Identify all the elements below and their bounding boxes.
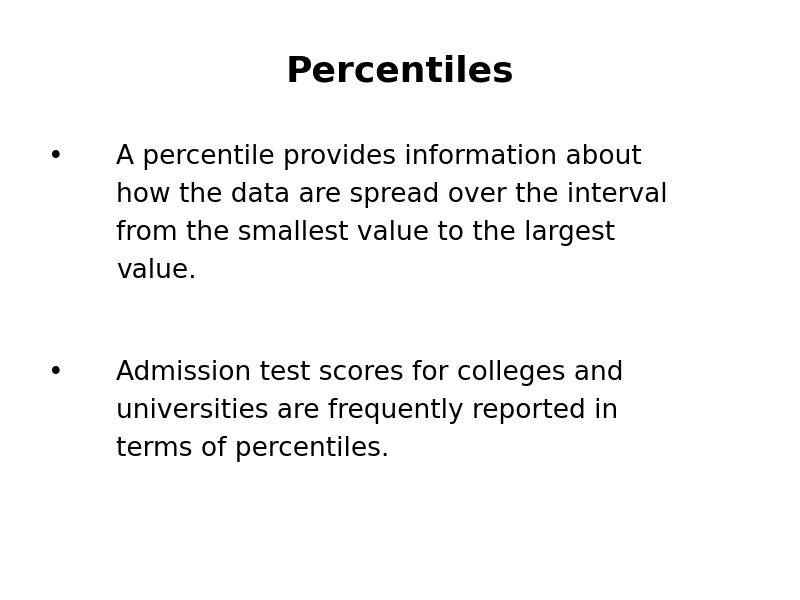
Text: Admission test scores for colleges and
universities are frequently reported in
t: Admission test scores for colleges and u… (116, 360, 623, 462)
Text: •: • (48, 360, 64, 386)
Text: Percentiles: Percentiles (286, 54, 514, 88)
Text: •: • (48, 144, 64, 170)
Text: A percentile provides information about
how the data are spread over the interva: A percentile provides information about … (116, 144, 668, 284)
